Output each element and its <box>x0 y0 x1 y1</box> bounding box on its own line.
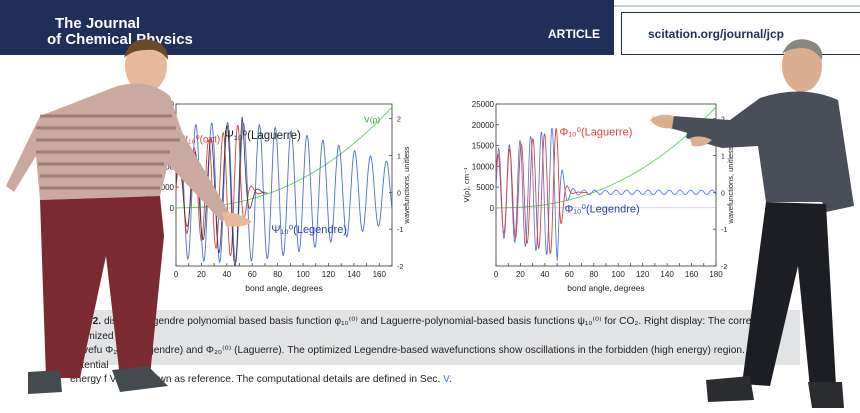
red-curve-label: Φ₁₀⁰(Laguerre) <box>560 126 633 138</box>
caption-end: . <box>449 374 452 385</box>
x-tick-label: 160 <box>373 270 387 279</box>
journal-banner <box>0 0 614 55</box>
presenter-right-shirt <box>670 91 854 212</box>
y-tick-label: 0 <box>170 204 175 213</box>
x-tick-label: 180 <box>709 270 723 279</box>
x-tick-label: 140 <box>347 270 361 279</box>
caption-line1: display: Legendre polynomial based basis… <box>70 316 780 342</box>
potential-label: V(ρ) <box>364 114 380 124</box>
x-tick-label: 60 <box>565 270 574 279</box>
presenter-left-hand <box>222 212 252 227</box>
presenter-right-figure <box>650 39 854 408</box>
presenter-right-shoes <box>706 376 844 408</box>
y2-tick-label: -2 <box>397 264 403 271</box>
y-axis-label: V(ρ), cm⁻¹ <box>462 167 471 202</box>
y-tick-label: 20000 <box>472 121 495 130</box>
legendre-wavefunction <box>175 121 393 264</box>
x-tick-label: 0 <box>494 270 499 279</box>
figure-caption-box <box>62 310 800 365</box>
section-reference-link[interactable]: V <box>443 374 449 385</box>
x-axis-label: bond angle, degrees <box>245 283 323 293</box>
journal-title-line1: The Journal <box>55 15 141 32</box>
presenter-right-hands <box>650 114 712 147</box>
x-tick-label: 20 <box>197 270 206 279</box>
journal-url-box[interactable] <box>621 12 860 55</box>
x-tick-label: 160 <box>685 270 699 279</box>
presenter-right-trousers <box>742 202 836 388</box>
laguerre-wavefunction <box>495 127 588 255</box>
y-tick-label: 0 <box>490 204 495 213</box>
x-tick-label: 60 <box>248 270 257 279</box>
potential-curve <box>496 106 717 209</box>
x-tick-label: 40 <box>222 270 231 279</box>
presenter-left-figure <box>6 39 252 394</box>
y2-axis-label: wavefunctions, unitless <box>402 146 411 224</box>
y2-tick-label: -1 <box>397 227 403 234</box>
x-tick-label: 140 <box>660 270 674 279</box>
y-tick-label: 5000 <box>156 183 174 192</box>
right-chart: 0 20 40 60 80 100 120 140 160 180 0 5000 10000 15000 2… <box>462 100 735 293</box>
y-tick-label: 10000 <box>472 162 495 171</box>
plot-frame <box>495 103 717 267</box>
article-type-label: ARTICLE <box>548 27 600 41</box>
presenter-left-trousers <box>40 196 164 378</box>
x-tick-label: 80 <box>589 270 598 279</box>
y2-tick-label: -2 <box>721 264 727 271</box>
x-axis-label: bond angle, degrees <box>567 283 645 293</box>
x-tick-label: 20 <box>516 270 525 279</box>
red-curve-label: Ψ₁₀⁰(opt) <box>180 135 220 146</box>
y2-tick-label: 0 <box>397 190 401 197</box>
caption-line3: energy f V(ρ) is shown as reference. The… <box>70 374 441 385</box>
y-tick-label: 25000 <box>472 100 495 109</box>
journal-url-link[interactable]: scitation.org/journal/jcp <box>648 27 785 41</box>
y-tick-label: 5000 <box>476 183 494 192</box>
presenter-right-head <box>782 39 823 92</box>
x-tick-label: 40 <box>540 270 549 279</box>
blue-curve-label: Ψ₁₀⁰(Legendre) <box>271 224 347 236</box>
presenter-left-head <box>124 39 168 92</box>
x-tick-label: 100 <box>296 270 310 279</box>
x-tick-label: 0 <box>174 270 179 279</box>
y2-axis-label: wavefunctions, unitless <box>726 146 735 224</box>
y2-tick-label: 2 <box>397 117 401 124</box>
x-tick-label: 80 <box>273 270 282 279</box>
caption-line2: wavefu Φ₂₀⁽⁰⁾ (Legendre) and Φ₂₀⁽⁰⁾ (Lag… <box>70 345 760 371</box>
presenter-left-shoes <box>28 366 168 394</box>
legendre-wavefunction <box>495 127 717 261</box>
dark-curve-label: Ψ₁₀⁰(Laguerre) <box>224 130 301 142</box>
y2-tick-label: 1 <box>721 154 725 161</box>
x-tick-label: 120 <box>636 270 650 279</box>
y2-tick-label: 0 <box>721 190 725 197</box>
x-tick-label: 100 <box>612 270 626 279</box>
y2-tick-label: 1 <box>397 154 401 161</box>
blue-curve-label: Φ₁₀⁰(Legendre) <box>564 204 639 216</box>
y-tick-label: 15000 <box>472 142 495 151</box>
x-tick-label: 120 <box>322 270 336 279</box>
y2-tick-label: -1 <box>721 227 727 234</box>
